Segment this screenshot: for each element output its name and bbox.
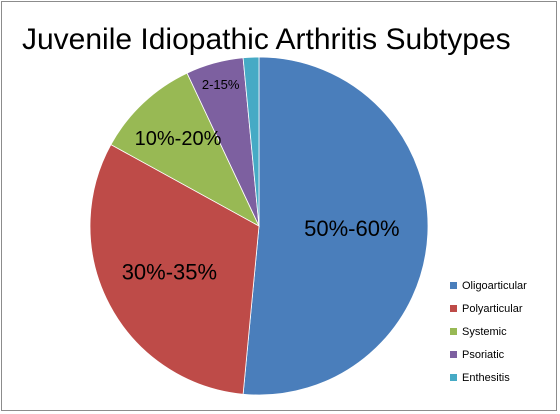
chart-title: Juvenile Idiopathic Arthritis Subtypes	[22, 23, 511, 56]
legend-swatch-systemic	[450, 328, 457, 335]
legend-swatch-psoriatic	[450, 351, 457, 358]
pie-slice-polyarticular	[89, 144, 260, 395]
pie-slice-oligoarticular	[242, 56, 429, 396]
legend-entry-enthesitis: Enthesitis	[450, 372, 510, 384]
legend-label-polyarticular: Polyarticular	[462, 303, 523, 315]
legend-label-psoriatic: Psoriatic	[462, 349, 505, 361]
legend-entry-psoriatic: Psoriatic	[450, 349, 505, 361]
data-label-polyarticular: 30%-35%	[122, 259, 217, 284]
legend-swatch-polyarticular	[450, 305, 457, 312]
pie-slices	[89, 56, 429, 396]
legend-label-enthesitis: Enthesitis	[462, 372, 510, 384]
legend-entry-oligoarticular: Oligoarticular	[450, 280, 527, 292]
legend-label-systemic: Systemic	[462, 326, 507, 338]
legend-swatch-oligoarticular	[450, 282, 457, 289]
legend: Oligoarticular Polyarticular Systemic Psori…	[450, 280, 527, 384]
data-label-psoriatic: 2-15%	[202, 77, 240, 92]
data-label-oligoarticular: 50%-60%	[304, 216, 399, 241]
legend-entry-polyarticular: Polyarticular	[450, 303, 523, 315]
legend-label-oligoarticular: Oligoarticular	[462, 280, 527, 292]
pie-slice-labels: 50%-60% 30%-35% 10%-20% 2-15%	[122, 77, 400, 284]
pie-slice-systemic	[110, 72, 260, 227]
pie-slice-enthesitis	[242, 56, 260, 227]
legend-entry-systemic: Systemic	[450, 326, 507, 338]
legend-swatch-enthesitis	[450, 374, 457, 381]
data-label-systemic: 10%-20%	[135, 128, 222, 150]
